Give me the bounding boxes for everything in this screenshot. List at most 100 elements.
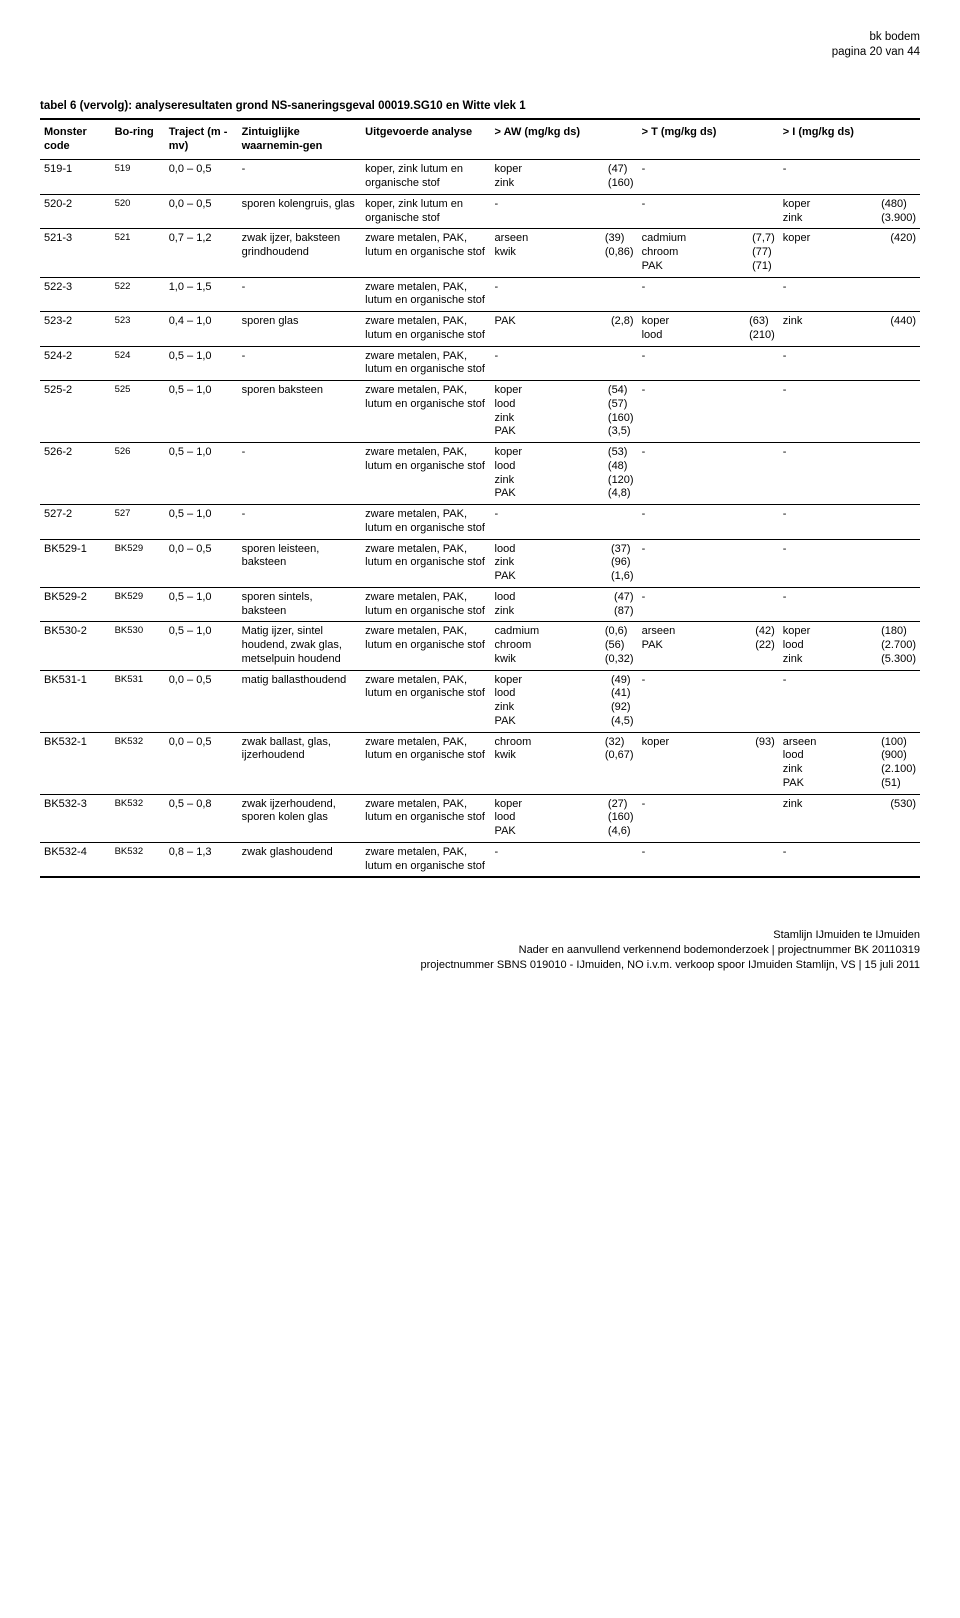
measure-name: lood (495, 398, 602, 412)
aw-cell: - (491, 505, 638, 540)
table-row: 522-35221,0 – 1,5-zware metalen, PAK, lu… (40, 277, 920, 312)
measure-name: koper (642, 315, 743, 329)
measure-name: arseen (495, 232, 599, 246)
col-boring: Bo-ring (111, 119, 165, 160)
boring-id: 522 (111, 277, 165, 312)
measure-name: lood (495, 811, 602, 825)
measure-name: koper (783, 198, 875, 212)
measure-name: PAK (495, 715, 605, 729)
traject: 0,5 – 1,0 (165, 505, 238, 540)
measure-value: (160) (608, 177, 634, 191)
boring-id: BK532 (111, 794, 165, 842)
measure-value: (2.100) (881, 763, 916, 777)
analyse: zware metalen, PAK, lutum en organische … (361, 277, 490, 312)
monster-code: BK531-1 (40, 670, 111, 732)
i-cell: - (779, 505, 920, 540)
aw-cell: arseen(39)kwik(0,86) (491, 229, 638, 277)
table-row: 520-25200,0 – 0,5sporen kolengruis, glas… (40, 194, 920, 229)
measure-name: lood (642, 329, 743, 343)
analyse: zware metalen, PAK, lutum en organische … (361, 622, 490, 670)
monster-code: 522-3 (40, 277, 111, 312)
measure-name: PAK (642, 260, 747, 274)
analyse: zware metalen, PAK, lutum en organische … (361, 443, 490, 505)
measure-value: (1,6) (611, 570, 634, 584)
measure-name: koper (495, 163, 602, 177)
t-cell: koper(93) (638, 732, 779, 794)
monster-code: 527-2 (40, 505, 111, 540)
col-waarn: Zintuiglijke waarnemin-gen (238, 119, 362, 160)
measure-value: (71) (752, 260, 775, 274)
measure-name: PAK (495, 825, 602, 839)
measure-name: koper (495, 674, 605, 688)
measure-value: (2,8) (611, 315, 634, 329)
monster-code: BK532-4 (40, 842, 111, 877)
measure-value: (49) (611, 674, 634, 688)
analyse: zware metalen, PAK, lutum en organische … (361, 505, 490, 540)
waarneming: - (238, 160, 362, 195)
table-row: BK529-2BK5290,5 – 1,0sporen sintels, bak… (40, 587, 920, 622)
measure-value: (96) (611, 556, 634, 570)
traject: 1,0 – 1,5 (165, 277, 238, 312)
measure-name: lood (495, 460, 602, 474)
i-cell: - (779, 160, 920, 195)
waarneming: Matig ijzer, sintel houdend, zwak glas, … (238, 622, 362, 670)
traject: 0,5 – 0,8 (165, 794, 238, 842)
measure-name: koper (783, 232, 885, 246)
footer-line-1: Stamlijn IJmuiden te IJmuiden (40, 928, 920, 943)
measure-value: (56) (605, 639, 634, 653)
table-row: BK532-3BK5320,5 – 0,8zwak ijzerhoudend, … (40, 794, 920, 842)
page-header: bk bodem pagina 20 van 44 (40, 30, 920, 60)
header-line-2: pagina 20 van 44 (40, 45, 920, 60)
aw-cell: chroom(32)kwik(0,67) (491, 732, 638, 794)
measure-value: (3,5) (608, 425, 634, 439)
measure-name: zink (495, 701, 605, 715)
waarneming: - (238, 346, 362, 381)
boring-id: BK532 (111, 732, 165, 794)
monster-code: 521-3 (40, 229, 111, 277)
measure-name: zink (495, 177, 602, 191)
table-row: 524-25240,5 – 1,0-zware metalen, PAK, lu… (40, 346, 920, 381)
col-i: > I (mg/kg ds) (779, 119, 920, 160)
measure-name: zink (783, 763, 875, 777)
waarneming: - (238, 505, 362, 540)
measure-value: (53) (608, 446, 634, 460)
aw-cell: - (491, 346, 638, 381)
table-row: 526-25260,5 – 1,0-zware metalen, PAK, lu… (40, 443, 920, 505)
measure-name: chroom (642, 246, 747, 260)
aw-cell: - (491, 277, 638, 312)
measure-name: kwik (495, 246, 599, 260)
measure-value: (4,8) (608, 487, 634, 501)
waarneming: - (238, 443, 362, 505)
t-cell: koper(63)lood(210) (638, 312, 779, 347)
traject: 0,7 – 1,2 (165, 229, 238, 277)
t-cell: - (638, 443, 779, 505)
table-caption: tabel 6 (vervolg): analyseresultaten gro… (40, 100, 920, 112)
traject: 0,8 – 1,3 (165, 842, 238, 877)
t-cell: - (638, 670, 779, 732)
measure-value: (93) (755, 736, 775, 750)
aw-cell: PAK(2,8) (491, 312, 638, 347)
analyse: zware metalen, PAK, lutum en organische … (361, 312, 490, 347)
analyse: zware metalen, PAK, lutum en organische … (361, 842, 490, 877)
analyse: zware metalen, PAK, lutum en organische … (361, 229, 490, 277)
table-row: 519-15190,0 – 0,5-koper, zink lutum en o… (40, 160, 920, 195)
measure-name: zink (495, 412, 602, 426)
measure-value: (77) (752, 246, 775, 260)
traject: 0,0 – 0,5 (165, 670, 238, 732)
boring-id: BK529 (111, 587, 165, 622)
measure-name: PAK (495, 487, 602, 501)
traject: 0,5 – 1,0 (165, 346, 238, 381)
i-cell: koper(480)zink(3.900) (779, 194, 920, 229)
boring-id: 520 (111, 194, 165, 229)
measure-value: (37) (611, 543, 634, 557)
boring-id: BK531 (111, 670, 165, 732)
i-cell: - (779, 587, 920, 622)
i-cell: koper(180)lood(2.700)zink(5.300) (779, 622, 920, 670)
boring-id: 521 (111, 229, 165, 277)
monster-code: BK529-1 (40, 539, 111, 587)
i-cell: - (779, 277, 920, 312)
traject: 0,0 – 0,5 (165, 732, 238, 794)
measure-value: (0,67) (605, 749, 634, 763)
analyse: zware metalen, PAK, lutum en organische … (361, 732, 490, 794)
analyse: zware metalen, PAK, lutum en organische … (361, 794, 490, 842)
